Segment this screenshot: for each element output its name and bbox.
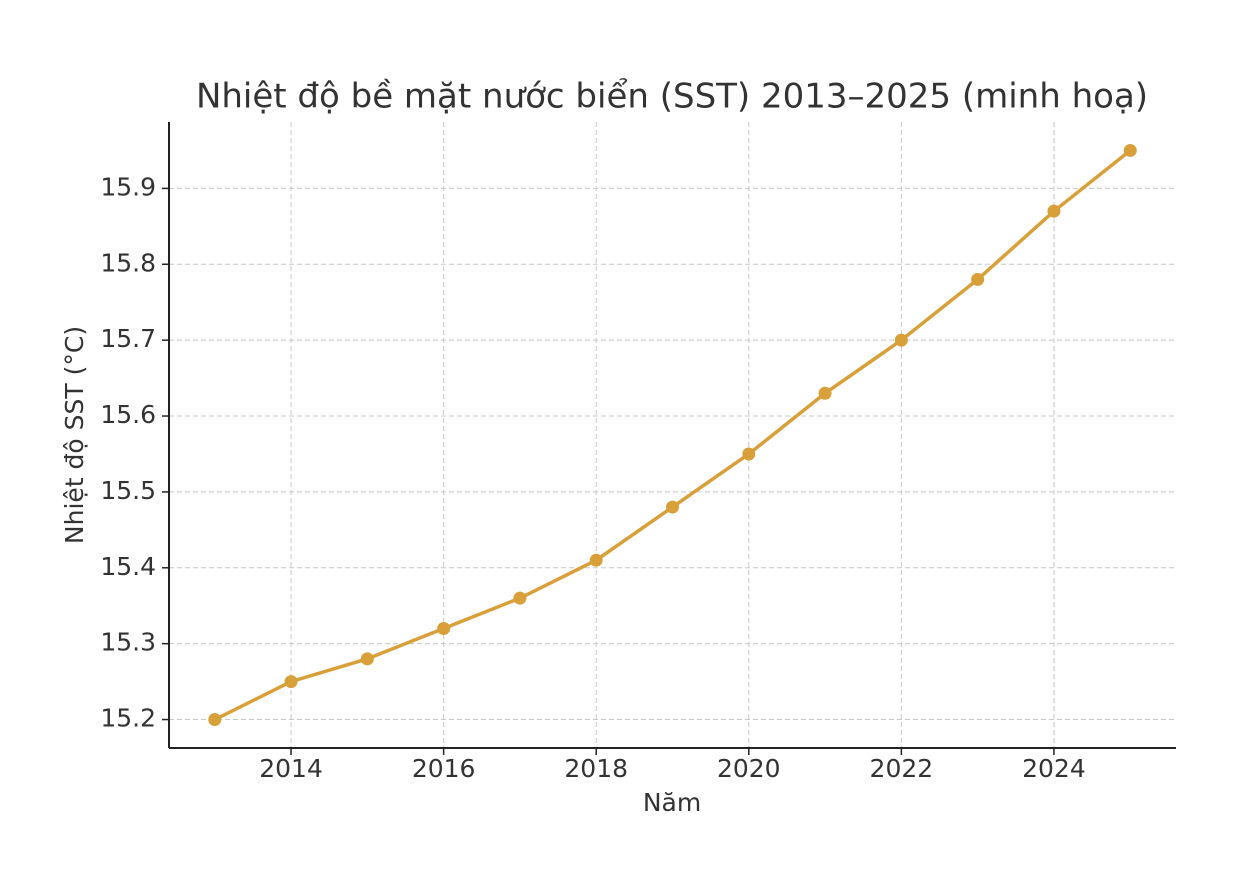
x-tick-label: 2020 — [717, 754, 781, 783]
x-axis-label: Năm — [643, 788, 701, 817]
y-tick-label: 15.6 — [100, 400, 156, 429]
point — [894, 333, 908, 347]
point — [1047, 204, 1061, 218]
point — [513, 591, 527, 605]
point — [284, 675, 298, 689]
point — [666, 500, 679, 514]
point — [208, 713, 222, 727]
point — [742, 447, 756, 461]
x-tick-label: 2018 — [564, 754, 628, 783]
y-tick-label: 15.5 — [100, 476, 156, 505]
point — [818, 386, 832, 400]
line — [213, 149, 1132, 722]
y-tick-label: 15.2 — [100, 704, 156, 733]
x-tick-label: 2014 — [259, 754, 323, 783]
x-tick-label: 2016 — [412, 754, 476, 783]
point — [971, 272, 985, 286]
x-tick-label: 2024 — [1022, 754, 1086, 783]
x-tick-label: 2022 — [870, 754, 934, 783]
point — [437, 621, 451, 635]
y-tick-label: 15.9 — [100, 172, 156, 201]
y-axis-label: Nhiệt độ SST (°C) — [60, 326, 89, 544]
point — [360, 652, 374, 666]
point — [1123, 143, 1137, 157]
y-tick-label: 15.8 — [100, 248, 156, 277]
y-tick-label: 15.4 — [100, 552, 156, 581]
y-tick-label: 15.7 — [100, 324, 156, 353]
y-tick-label: 15.3 — [100, 628, 156, 657]
point — [589, 553, 603, 567]
chart-title: Nhiệt độ bề mặt nước biển (SST) 2013–202… — [196, 77, 1148, 117]
